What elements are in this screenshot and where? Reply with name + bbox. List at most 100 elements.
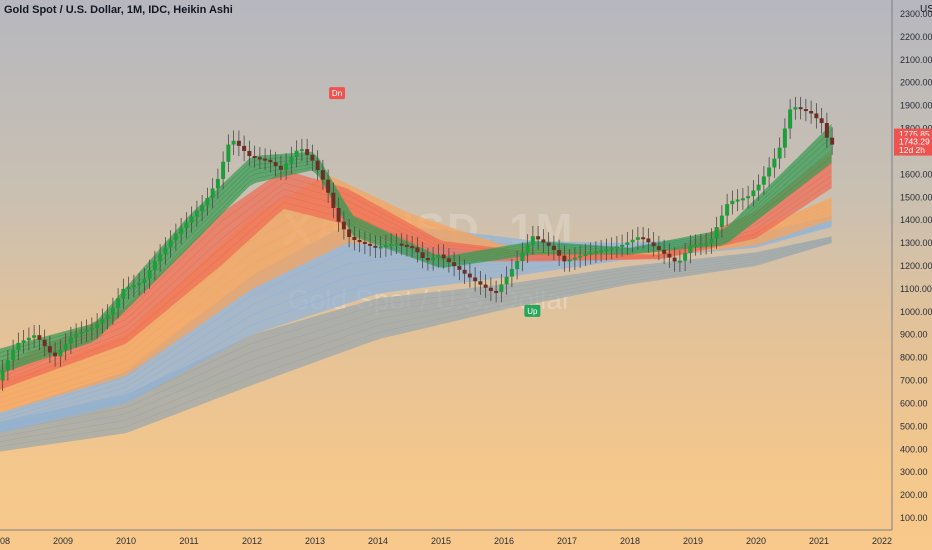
candle-up — [121, 288, 126, 299]
candle-down — [420, 252, 425, 258]
candle-up — [142, 278, 147, 284]
ribbon-bands — [0, 124, 832, 452]
candle-up — [110, 308, 115, 315]
candle-up — [16, 342, 21, 350]
candle-down — [656, 246, 661, 250]
candle-up — [525, 244, 530, 253]
candle-down — [809, 110, 814, 114]
candle-down — [341, 221, 346, 230]
candle-up — [158, 254, 163, 262]
x-tick-label: 2008 — [0, 536, 10, 546]
candle-up — [163, 247, 168, 255]
candle-up — [394, 243, 399, 246]
candle-up — [294, 150, 299, 158]
candle-down — [551, 245, 556, 250]
candle-down — [478, 281, 483, 285]
candle-up — [21, 340, 26, 343]
x-tick-label: 2018 — [620, 536, 640, 546]
candle-down — [457, 266, 462, 270]
candle-down — [315, 160, 320, 171]
candle-down — [541, 239, 546, 243]
x-tick-label: 2011 — [179, 536, 198, 546]
signal-label-dn — [329, 87, 346, 100]
candle-up — [152, 261, 157, 271]
candle-down — [326, 179, 331, 193]
candle-down — [357, 240, 362, 243]
candle-down — [53, 352, 58, 357]
candle-up — [772, 158, 777, 168]
x-tick-label: 2022 — [872, 536, 892, 546]
candle-up — [26, 337, 31, 341]
price-tag-text: 1775.85 — [899, 129, 930, 139]
candle-down — [446, 258, 451, 263]
y-tick-label: 1000.00 — [900, 307, 932, 317]
candle-down — [641, 237, 646, 240]
y-tick-label: 1900.00 — [900, 101, 932, 111]
candle-up — [788, 109, 793, 129]
x-tick-label: 2010 — [116, 536, 136, 546]
candle-up — [704, 243, 709, 246]
currency-label: USD — [920, 4, 932, 15]
candle-down — [247, 150, 252, 157]
candle-up — [730, 200, 735, 205]
y-tick-label: 1200.00 — [900, 261, 932, 271]
candle-up — [0, 370, 5, 381]
candle-up — [709, 238, 714, 244]
candle-up — [683, 253, 688, 261]
candle-up — [635, 237, 640, 240]
candle-down — [404, 244, 409, 247]
x-tick-label: 2014 — [368, 536, 388, 546]
candle-down — [798, 107, 803, 110]
candle-up — [593, 251, 598, 254]
candle-down — [236, 140, 241, 146]
ribbon-line — [0, 241, 832, 447]
y-tick-label: 200.00 — [900, 490, 928, 500]
candle-down — [803, 109, 808, 112]
candle-up — [509, 269, 514, 277]
annotations-layer: Dn Up — [329, 87, 541, 317]
candle-down — [425, 257, 430, 261]
y-tick-label: 1500.00 — [900, 192, 932, 202]
candle-down — [305, 149, 310, 155]
candle-up — [740, 198, 745, 201]
x-tick-label: 2020 — [746, 536, 766, 546]
candle-up — [5, 360, 10, 371]
candle-down — [263, 158, 268, 161]
candle-up — [147, 270, 152, 279]
candle-up — [194, 211, 199, 217]
candle-up — [105, 314, 110, 319]
candle-down — [536, 236, 541, 240]
candle-up — [515, 261, 520, 270]
candle-up — [74, 333, 79, 338]
candle-down — [373, 245, 378, 248]
x-tick-label: 2019 — [683, 536, 703, 546]
candle-up — [215, 178, 220, 189]
candle-up — [378, 246, 383, 249]
candle-down — [662, 249, 667, 254]
candle-up — [32, 335, 37, 338]
price-tag-text: 1743.29 — [899, 137, 930, 147]
candle-down — [814, 113, 819, 119]
price-axis[interactable]: 2300.00 2200.00 2100.00 2000.00 1900.00 1800.… — [900, 9, 932, 523]
candle-up — [761, 176, 766, 185]
candle-down — [467, 273, 472, 278]
candle-up — [84, 329, 89, 332]
price-tag-text: 12d 2h — [899, 145, 925, 155]
y-tick-label: 300.00 — [900, 467, 928, 477]
candle-up — [205, 198, 210, 206]
y-tick-label: 400.00 — [900, 444, 928, 454]
candle-down — [494, 290, 499, 293]
y-tick-label: 800.00 — [900, 353, 928, 363]
ribbon-line — [0, 149, 832, 366]
x-tick-label: 2015 — [431, 536, 451, 546]
x-tick-label: 2012 — [242, 536, 262, 546]
candle-up — [567, 259, 572, 262]
candle-down — [462, 269, 467, 274]
candle-up — [767, 167, 772, 177]
candle-up — [11, 350, 16, 361]
time-axis[interactable]: 2008 2009 2010 2011 2012 2013 2014 2015 2016 2017… — [0, 536, 892, 546]
candle-down — [452, 262, 457, 266]
candle-down — [252, 156, 257, 159]
ribbon-line — [0, 238, 832, 432]
